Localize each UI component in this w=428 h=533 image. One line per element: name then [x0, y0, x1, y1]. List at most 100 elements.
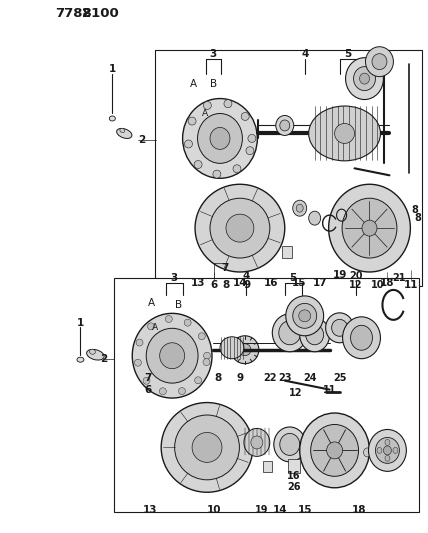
Text: A: A — [190, 78, 197, 88]
Ellipse shape — [383, 446, 392, 455]
Text: 13: 13 — [191, 278, 205, 288]
Ellipse shape — [148, 323, 155, 330]
Text: 8: 8 — [222, 280, 229, 290]
Ellipse shape — [293, 200, 307, 216]
Ellipse shape — [194, 160, 202, 168]
Text: B: B — [175, 300, 182, 310]
Bar — [263, 462, 272, 472]
Ellipse shape — [134, 359, 141, 366]
Ellipse shape — [272, 314, 307, 352]
Text: 2: 2 — [101, 354, 107, 364]
Ellipse shape — [159, 388, 166, 395]
Ellipse shape — [309, 211, 321, 225]
Ellipse shape — [210, 127, 230, 149]
Text: 4: 4 — [301, 49, 309, 59]
Ellipse shape — [195, 377, 202, 384]
Ellipse shape — [213, 170, 221, 178]
Text: 7: 7 — [221, 263, 229, 273]
Text: 10: 10 — [371, 280, 384, 290]
Ellipse shape — [161, 402, 253, 492]
Text: 14: 14 — [273, 505, 287, 515]
Bar — [114, 278, 419, 512]
Ellipse shape — [279, 321, 301, 345]
Ellipse shape — [293, 303, 317, 328]
Text: 3: 3 — [209, 49, 217, 59]
Text: 9: 9 — [244, 280, 250, 290]
Ellipse shape — [354, 67, 375, 91]
Text: 17: 17 — [312, 278, 327, 288]
Ellipse shape — [248, 134, 256, 142]
Ellipse shape — [300, 413, 369, 488]
Text: B: B — [210, 78, 217, 88]
Text: 19: 19 — [255, 505, 269, 515]
Text: 11: 11 — [323, 385, 336, 394]
Ellipse shape — [146, 328, 198, 383]
Ellipse shape — [296, 204, 303, 212]
Ellipse shape — [226, 214, 254, 242]
Ellipse shape — [192, 432, 222, 462]
Ellipse shape — [224, 100, 232, 108]
Text: 18: 18 — [352, 505, 367, 515]
Ellipse shape — [375, 438, 399, 463]
Ellipse shape — [286, 296, 324, 336]
Ellipse shape — [203, 101, 211, 109]
Ellipse shape — [251, 436, 263, 449]
Ellipse shape — [393, 447, 398, 454]
Ellipse shape — [220, 337, 244, 359]
Text: 1: 1 — [109, 63, 116, 74]
Text: A: A — [148, 298, 155, 308]
Ellipse shape — [362, 220, 377, 236]
Ellipse shape — [143, 377, 150, 384]
Text: 1: 1 — [77, 318, 84, 328]
Ellipse shape — [120, 128, 125, 133]
Ellipse shape — [360, 73, 369, 84]
Text: 10: 10 — [207, 505, 221, 515]
Ellipse shape — [183, 99, 257, 178]
Ellipse shape — [165, 316, 172, 322]
Text: 3: 3 — [170, 273, 178, 283]
Ellipse shape — [210, 198, 270, 258]
Ellipse shape — [274, 427, 306, 462]
Text: 24: 24 — [303, 373, 316, 383]
Text: 14: 14 — [232, 278, 247, 288]
Text: 25: 25 — [333, 373, 346, 383]
Ellipse shape — [306, 325, 324, 345]
Ellipse shape — [377, 447, 382, 454]
Text: 6: 6 — [211, 280, 217, 290]
Ellipse shape — [178, 387, 185, 394]
Text: 15: 15 — [291, 278, 306, 288]
Ellipse shape — [239, 344, 251, 356]
Ellipse shape — [363, 448, 372, 457]
Text: 12: 12 — [349, 280, 362, 290]
Text: 11: 11 — [404, 280, 419, 290]
Ellipse shape — [276, 116, 294, 135]
Text: 13: 13 — [143, 505, 158, 515]
Ellipse shape — [109, 116, 115, 121]
Ellipse shape — [204, 352, 211, 359]
Bar — [288, 459, 300, 473]
Ellipse shape — [231, 336, 259, 364]
Text: 16: 16 — [287, 471, 300, 481]
Text: 2: 2 — [138, 135, 146, 146]
Ellipse shape — [335, 124, 354, 143]
Text: 22: 22 — [263, 373, 276, 383]
Ellipse shape — [188, 117, 196, 125]
Ellipse shape — [77, 357, 84, 362]
Text: 4: 4 — [242, 271, 250, 281]
Ellipse shape — [309, 106, 380, 161]
Ellipse shape — [311, 424, 359, 477]
Ellipse shape — [369, 430, 406, 471]
Ellipse shape — [117, 128, 132, 139]
Ellipse shape — [203, 359, 210, 366]
Text: 7788: 7788 — [56, 7, 92, 20]
Ellipse shape — [280, 120, 290, 131]
Text: 8: 8 — [214, 373, 222, 383]
Ellipse shape — [198, 114, 242, 163]
Ellipse shape — [246, 147, 254, 155]
Ellipse shape — [160, 343, 184, 369]
Text: 8: 8 — [414, 213, 421, 223]
Ellipse shape — [345, 58, 383, 100]
Text: 2100: 2100 — [83, 7, 119, 20]
Ellipse shape — [241, 112, 249, 120]
Ellipse shape — [184, 140, 193, 148]
